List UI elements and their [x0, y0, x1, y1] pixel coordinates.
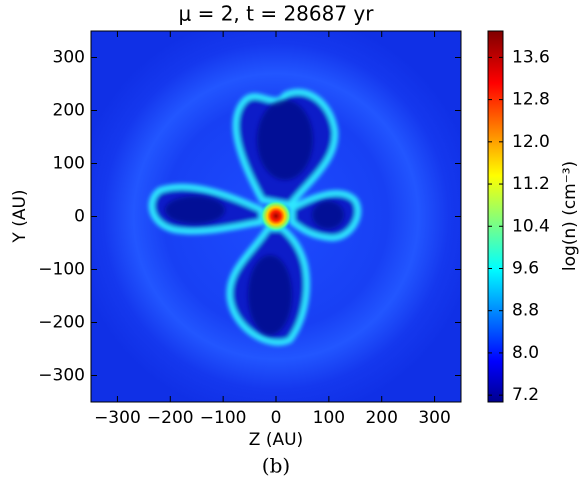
y-tick-label: −200	[38, 313, 85, 333]
colorbar-tick-label: 8.8	[512, 301, 539, 321]
y-tick-label: −300	[38, 366, 85, 386]
x-tick-label: 300	[418, 408, 450, 428]
chart-title: μ = 2, t = 28687 yr	[179, 2, 375, 26]
colorbar-tick-label: 7.2	[512, 385, 539, 405]
colorbar	[487, 30, 504, 403]
x-tick-label: −100	[200, 408, 247, 428]
y-tick-label: 200	[53, 101, 85, 121]
x-tick-label: 200	[365, 408, 397, 428]
x-axis-label: Z (AU)	[249, 430, 303, 450]
density-map	[91, 31, 461, 402]
x-tick-label: −300	[94, 408, 141, 428]
colorbar-tick-label: 12.8	[512, 90, 550, 110]
colorbar-tick-label: 13.6	[512, 47, 550, 67]
colorbar-tick-label: 11.2	[512, 174, 550, 194]
x-tick-label: 100	[313, 408, 345, 428]
x-tick-label: 0	[271, 408, 282, 428]
y-tick-label: 0	[74, 207, 85, 227]
y-tick-label: 100	[53, 154, 85, 174]
colorbar-tick-label: 8.0	[512, 343, 539, 363]
caption: (b)	[262, 454, 290, 478]
colorbar-tick-label: 12.0	[512, 132, 550, 152]
colorbar-label: log(n) (cm⁻³)	[560, 161, 580, 271]
colorbar-tick-label: 10.4	[512, 216, 550, 236]
y-tick-label: −100	[38, 260, 85, 280]
y-axis-label: Y (AU)	[10, 189, 30, 243]
x-tick-label: −200	[147, 408, 194, 428]
y-tick-label: 300	[53, 48, 85, 68]
colorbar-tick-label: 9.6	[512, 258, 539, 278]
